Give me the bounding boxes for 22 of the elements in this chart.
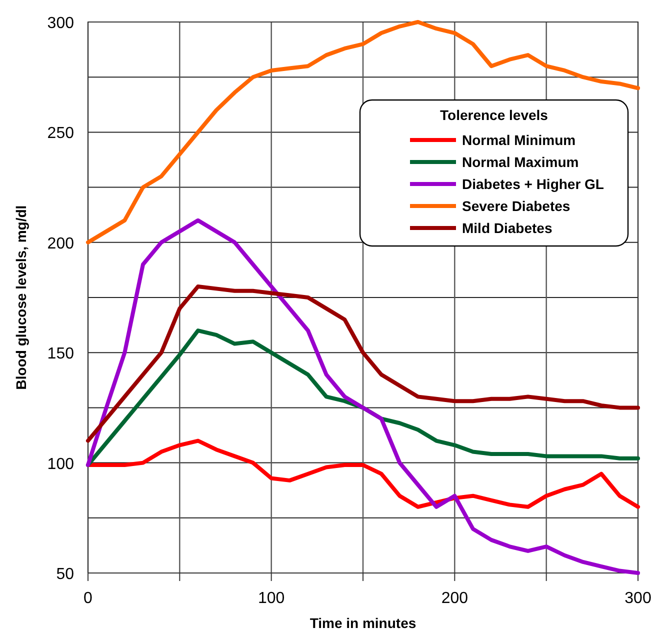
y-tick-label: 50 <box>56 566 74 583</box>
legend-label: Mild Diabetes <box>462 220 552 236</box>
legend-label: Normal Maximum <box>462 154 579 170</box>
y-tick-label: 300 <box>47 15 74 32</box>
y-tick-label: 250 <box>47 125 74 142</box>
line-series <box>86 20 640 244</box>
x-tick-label: 0 <box>84 590 93 607</box>
line-series <box>86 284 640 443</box>
legend-label: Severe Diabetes <box>462 198 570 214</box>
x-axis-title: Time in minutes <box>310 615 416 631</box>
x-tick-label: 200 <box>441 590 468 607</box>
line-series <box>86 438 640 509</box>
line-series <box>86 218 640 575</box>
legend-title: Tolerence levels <box>440 107 548 123</box>
legend-label: Diabetes + Higher GL <box>462 176 604 192</box>
y-tick-label: 100 <box>47 456 74 473</box>
y-axis-title: Blood glucose levels, mg/dl <box>13 205 29 390</box>
x-tick-label: 300 <box>624 590 651 607</box>
y-tick-label: 150 <box>47 346 74 363</box>
legend-label: Normal Minimum <box>462 132 576 148</box>
y-tick-label: 200 <box>47 235 74 252</box>
x-tick-label: 100 <box>258 590 285 607</box>
